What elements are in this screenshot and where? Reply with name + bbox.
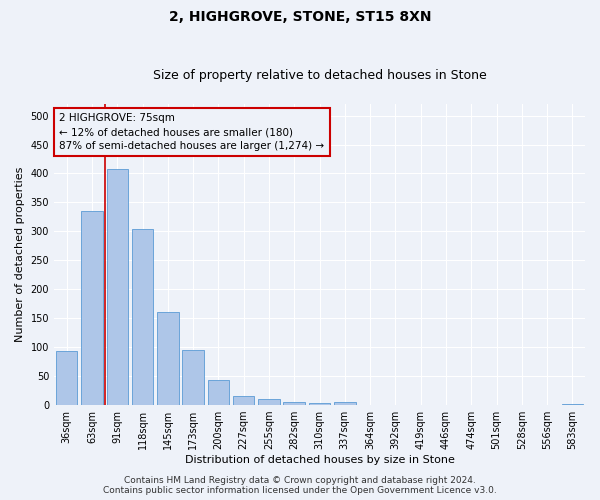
Text: 2, HIGHGROVE, STONE, ST15 8XN: 2, HIGHGROVE, STONE, ST15 8XN (169, 10, 431, 24)
Bar (562, 404, 583, 405)
Bar (56, 351, 77, 405)
Bar (107, 169, 128, 405)
Text: Contains HM Land Registry data © Crown copyright and database right 2024.
Contai: Contains HM Land Registry data © Crown c… (103, 476, 497, 495)
Bar (486, 404, 507, 405)
Bar (536, 404, 558, 405)
Bar (208, 380, 229, 405)
Bar (334, 402, 356, 405)
Bar (182, 350, 204, 405)
Bar (258, 400, 280, 405)
Bar (309, 404, 330, 405)
Bar (233, 396, 254, 405)
Bar (283, 402, 305, 405)
Title: Size of property relative to detached houses in Stone: Size of property relative to detached ho… (152, 69, 487, 82)
Bar (132, 229, 153, 405)
Y-axis label: Number of detached properties: Number of detached properties (15, 167, 25, 342)
Bar (81, 211, 103, 405)
Text: 2 HIGHGROVE: 75sqm
← 12% of detached houses are smaller (180)
87% of semi-detach: 2 HIGHGROVE: 75sqm ← 12% of detached hou… (59, 113, 325, 151)
X-axis label: Distribution of detached houses by size in Stone: Distribution of detached houses by size … (185, 455, 454, 465)
Bar (157, 312, 179, 405)
